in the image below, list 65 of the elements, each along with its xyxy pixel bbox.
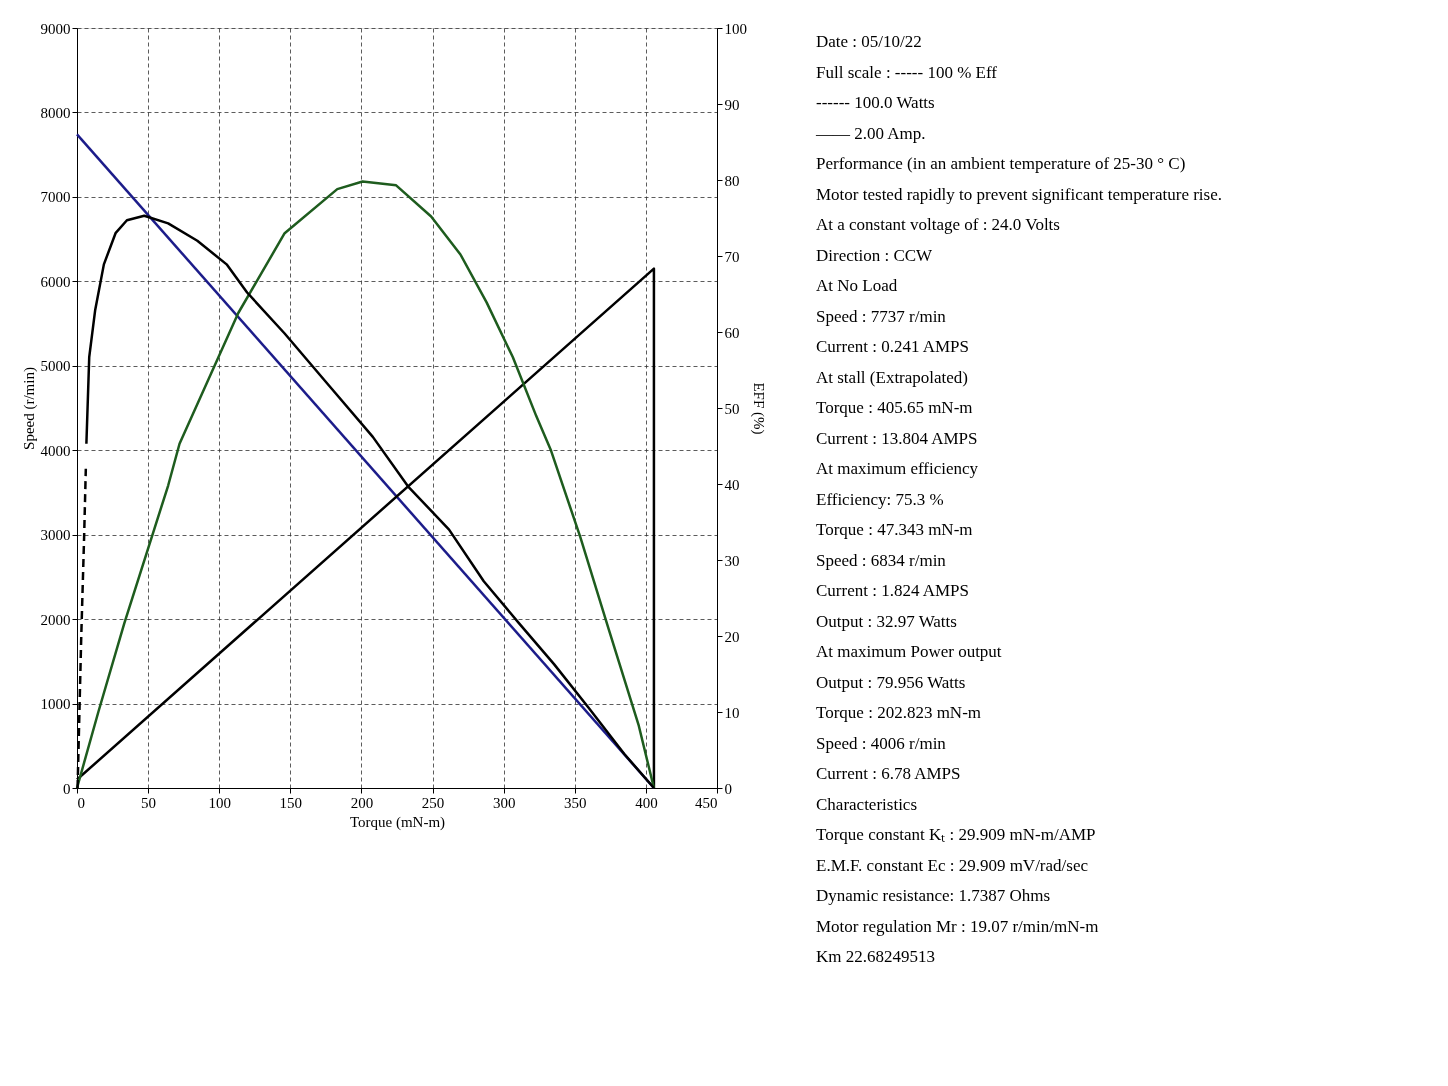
y2-tick-label: 50 bbox=[724, 400, 740, 417]
text: At No Load bbox=[816, 276, 898, 295]
x-tick-label: 350 bbox=[564, 794, 587, 811]
y-tick-label: 1000 bbox=[40, 696, 71, 713]
y-axis-title: Speed (r/min) bbox=[20, 367, 38, 450]
text: E.M.F. constant Ec : 29.909 mV/rad/sec bbox=[816, 855, 1089, 875]
y-tick-label: 7000 bbox=[40, 189, 71, 206]
x-tick-label: 200 bbox=[350, 794, 374, 811]
text: —— 2.00 Amp. bbox=[815, 123, 926, 143]
text: Output : 32.97 Watts bbox=[816, 611, 957, 631]
text: Characteristics bbox=[816, 794, 918, 814]
y-tick-label: 8000 bbox=[40, 104, 71, 121]
y2-tick-label: 0 bbox=[724, 780, 732, 797]
x-axis-title: Torque (mN-m) bbox=[349, 813, 446, 831]
y-tick-label: 9000 bbox=[40, 20, 71, 37]
y2-tick-label: 90 bbox=[724, 96, 740, 113]
text: At stall (Extrapolated) bbox=[816, 367, 969, 387]
text: Performance (in an ambient temperature of 25-30 ° C) bbox=[816, 154, 1186, 173]
text: Speed : 4006 r/min bbox=[816, 733, 947, 753]
text: Output : 79.956 Watts bbox=[816, 672, 966, 692]
text: Direction : CCW bbox=[816, 245, 934, 265]
x-tick-label: 50 bbox=[141, 794, 157, 811]
text: Torque constant Kₜ : 29.909 mN-m/AMP bbox=[816, 825, 1096, 844]
y2-tick-label: 100 bbox=[724, 20, 747, 37]
text: Current : 13.804 AMPS bbox=[816, 428, 978, 448]
y2-tick-label: 70 bbox=[724, 248, 740, 265]
text: Km 22.68249513 bbox=[816, 947, 935, 966]
text: Speed : 6834 r/min bbox=[816, 550, 947, 570]
text: ------ 100.0 Watts bbox=[816, 93, 935, 112]
text: At maximum efficiency bbox=[816, 459, 979, 478]
y2-tick-label: 40 bbox=[724, 476, 740, 493]
x-tick-label: 0 bbox=[77, 794, 85, 811]
x-tick-label: 450 bbox=[695, 794, 718, 811]
y2-tick-label: 10 bbox=[724, 704, 740, 721]
text: At maximum Power output bbox=[816, 642, 1002, 661]
text: Efficiency: 75.3 % bbox=[816, 489, 944, 509]
text: Torque : 405.65 mN-m bbox=[816, 398, 973, 417]
text: Current : 1.824 AMPS bbox=[816, 581, 970, 600]
y-tick-label: 5000 bbox=[40, 358, 71, 375]
text: Speed : 7737 r/min bbox=[816, 306, 947, 326]
text: Motor tested rapidly to prevent significant temperature rise. bbox=[816, 184, 1222, 204]
text: At a constant voltage of : 24.0 Volts bbox=[816, 215, 1060, 234]
text: Torque : 47.343 mN-m bbox=[816, 520, 973, 539]
y2-tick-label: 80 bbox=[724, 172, 740, 189]
y2-tick-label: 30 bbox=[724, 552, 740, 569]
text: Motor regulation Mr : 19.07 r/min/mN-m bbox=[816, 916, 1099, 936]
y-tick-label: 4000 bbox=[40, 442, 71, 459]
x-tick-label: 150 bbox=[279, 794, 303, 811]
x-tick-label: 100 bbox=[208, 794, 231, 811]
text: Full scale : ----- 100 % Eff bbox=[816, 62, 998, 82]
x-tick-label: 300 bbox=[492, 794, 516, 811]
text: Date : 05/10/22 bbox=[816, 32, 922, 51]
y-tick-label: 6000 bbox=[40, 273, 71, 290]
text: Dynamic resistance: 1.7387 Ohms bbox=[816, 886, 1051, 905]
text: Torque : 202.823 mN-m bbox=[816, 703, 982, 722]
text: Current : 0.241 AMPS bbox=[816, 337, 970, 356]
y2-axis-title: EFF (%) bbox=[750, 382, 767, 435]
y-tick-label: 3000 bbox=[40, 527, 71, 544]
x-tick-label: 400 bbox=[635, 794, 658, 811]
y2-tick-label: 60 bbox=[724, 324, 740, 341]
y-tick-label: 2000 bbox=[40, 611, 71, 628]
x-tick-label: 250 bbox=[421, 794, 445, 811]
text: Current : 6.78 AMPS bbox=[816, 764, 961, 783]
y-tick-label: 0 bbox=[63, 780, 71, 797]
y2-tick-label: 20 bbox=[724, 628, 740, 645]
